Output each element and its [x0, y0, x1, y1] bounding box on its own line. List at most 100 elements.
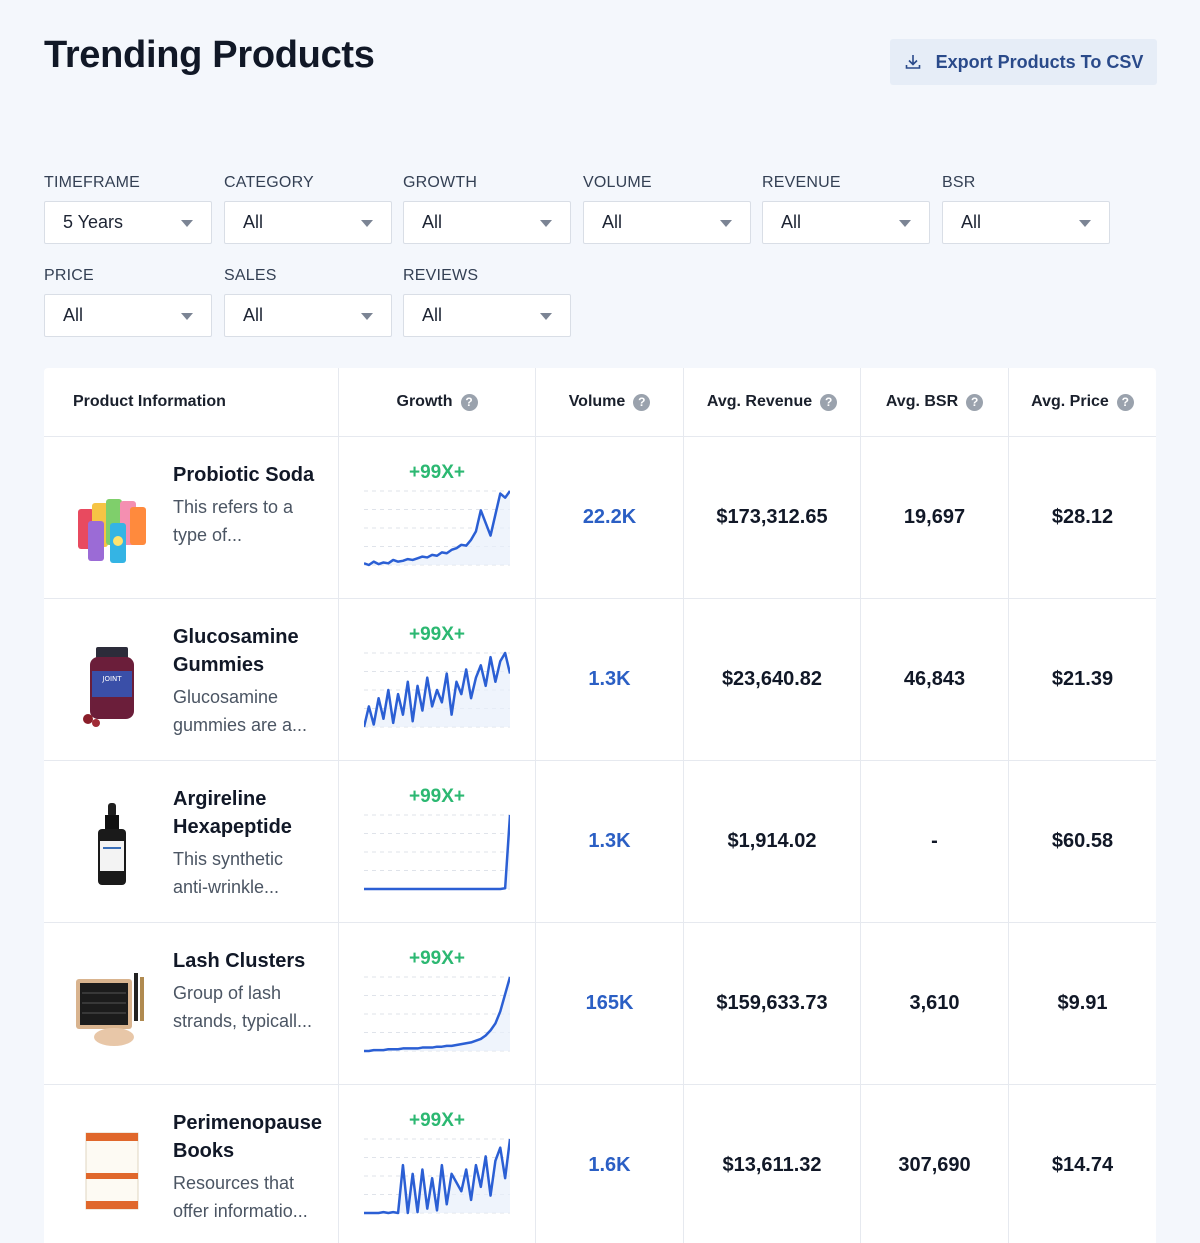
sparkline-area — [364, 491, 510, 565]
product-description: This refers to a type of... — [173, 497, 294, 545]
avg-revenue-value: $1,914.02 — [727, 830, 817, 852]
select-value: All — [602, 212, 623, 232]
filter-timeframe: TIMEFRAME 5 Years — [44, 174, 212, 244]
timeframe-select[interactable]: 5 Years — [44, 201, 212, 244]
caret-down-icon — [720, 220, 732, 227]
growth-value: +99X+ — [409, 786, 465, 807]
product-description: Group of lash strands, typicall... — [173, 983, 313, 1031]
lash-clusters-thumbnail — [76, 973, 144, 1046]
svg-text:JOINT: JOINT — [101, 675, 122, 683]
header-product-info[interactable]: Product Information — [44, 368, 339, 436]
products-table: Product Information Growth? Volume? Avg.… — [44, 368, 1156, 1243]
bsr-select[interactable]: All — [942, 201, 1110, 244]
category-select[interactable]: All — [224, 201, 392, 244]
caret-down-icon — [361, 220, 373, 227]
growth-select[interactable]: All — [403, 201, 571, 244]
product-name[interactable]: Lash Clusters — [173, 950, 306, 972]
header-volume[interactable]: Volume? — [536, 368, 684, 436]
header-label: Volume — [568, 393, 626, 410]
caret-down-icon — [361, 313, 373, 320]
avg-revenue-value: $159,633.73 — [716, 992, 828, 1014]
avg-revenue-value: $23,640.82 — [721, 668, 823, 690]
export-csv-button[interactable]: Export Products To CSV — [890, 39, 1157, 85]
volume-value: 1.3K — [588, 830, 631, 852]
header-label: Avg. Revenue — [706, 393, 813, 410]
table-row[interactable]: Lash Clusters Group of lash strands, typi… — [44, 923, 1156, 1085]
filter-category: CATEGORY All — [224, 174, 392, 244]
price-select[interactable]: All — [44, 294, 212, 337]
sparkline-line — [364, 814, 510, 891]
header-avg-price[interactable]: Avg. Price? — [1009, 368, 1156, 436]
avg-price-value: $21.39 — [1051, 668, 1114, 690]
growth-value: +99X+ — [409, 948, 465, 969]
header-label: Product Information — [73, 393, 226, 410]
growth-sparkline — [364, 976, 510, 1053]
header-label: Avg. Price — [1031, 393, 1109, 410]
help-icon[interactable]: ? — [966, 393, 984, 411]
filter-bsr: BSR All — [942, 174, 1110, 244]
filter-reviews: REVIEWS All — [403, 267, 571, 337]
select-value: All — [422, 212, 443, 232]
filter-label: REVENUE — [762, 174, 841, 191]
header-growth[interactable]: Growth? — [339, 368, 536, 436]
caret-down-icon — [540, 220, 552, 227]
filter-label: BSR — [942, 174, 976, 191]
revenue-select[interactable]: All — [762, 201, 930, 244]
filter-sales: SALES All — [224, 267, 392, 337]
table-row[interactable]: Perimenopause Books Resources that offer … — [44, 1085, 1156, 1243]
product-name[interactable]: Argireline Hexapeptide — [173, 788, 292, 838]
header-avg-revenue[interactable]: Avg. Revenue? — [684, 368, 861, 436]
download-icon — [905, 55, 920, 69]
header-avg-bsr[interactable]: Avg. BSR? — [861, 368, 1009, 436]
sparkline-line — [364, 1138, 510, 1215]
filter-label: SALES — [224, 267, 277, 284]
filter-label: REVIEWS — [403, 267, 479, 284]
caret-down-icon — [181, 313, 193, 320]
sales-select[interactable]: All — [224, 294, 392, 337]
caret-down-icon — [899, 220, 911, 227]
product-description: Glucosamine gummies are a... — [173, 687, 308, 735]
volume-select[interactable]: All — [583, 201, 751, 244]
growth-sparkline — [364, 1138, 510, 1215]
filter-volume: VOLUME All — [583, 174, 751, 244]
product-name[interactable]: Perimenopause Books — [173, 1112, 322, 1162]
select-value: All — [422, 305, 443, 325]
avg-bsr-value: 307,690 — [898, 1154, 971, 1176]
header-label: Avg. BSR — [885, 393, 959, 410]
filter-label: TIMEFRAME — [44, 174, 141, 191]
filter-revenue: REVENUE All — [762, 174, 930, 244]
product-description: Resources that offer informatio... — [173, 1173, 308, 1221]
growth-value: +99X+ — [409, 624, 465, 645]
select-value: All — [63, 305, 84, 325]
avg-price-value: $60.58 — [1051, 830, 1114, 852]
growth-sparkline — [364, 490, 510, 567]
avg-bsr-value: 19,697 — [903, 506, 966, 528]
filter-label: CATEGORY — [224, 174, 314, 191]
table-row[interactable]: Argireline Hexapeptide This synthetic ant… — [44, 761, 1156, 923]
probiotic-soda-thumbnail — [78, 499, 146, 563]
product-name[interactable]: Probiotic Soda — [173, 464, 315, 486]
table-row[interactable]: Probiotic Soda This refers to a type of..… — [44, 437, 1156, 599]
help-icon[interactable]: ? — [460, 393, 478, 411]
caret-down-icon — [181, 220, 193, 227]
select-value: All — [781, 212, 802, 232]
argireline-serum-thumbnail — [98, 803, 126, 885]
table-row[interactable]: JOINT Glucosamine Gummies Glucosamine gum… — [44, 599, 1156, 761]
avg-price-value: $28.12 — [1051, 506, 1114, 528]
filter-label: PRICE — [44, 267, 94, 284]
avg-bsr-value: 3,610 — [909, 992, 960, 1014]
growth-sparkline — [364, 814, 510, 891]
product-name[interactable]: Glucosamine Gummies — [173, 626, 299, 676]
help-icon[interactable]: ? — [633, 393, 651, 411]
sparkline-line — [364, 651, 510, 728]
caret-down-icon — [1079, 220, 1091, 227]
reviews-select[interactable]: All — [403, 294, 571, 337]
glucosamine-gummies-thumbnail: JOINT — [83, 647, 134, 727]
sparkline-area — [364, 977, 510, 1051]
avg-bsr-value: - — [931, 830, 938, 852]
select-value: All — [243, 305, 264, 325]
perimenopause-book-thumbnail — [85, 1132, 139, 1210]
avg-revenue-value: $173,312.65 — [716, 506, 828, 528]
help-icon[interactable]: ? — [1116, 393, 1134, 411]
help-icon[interactable]: ? — [820, 393, 838, 411]
